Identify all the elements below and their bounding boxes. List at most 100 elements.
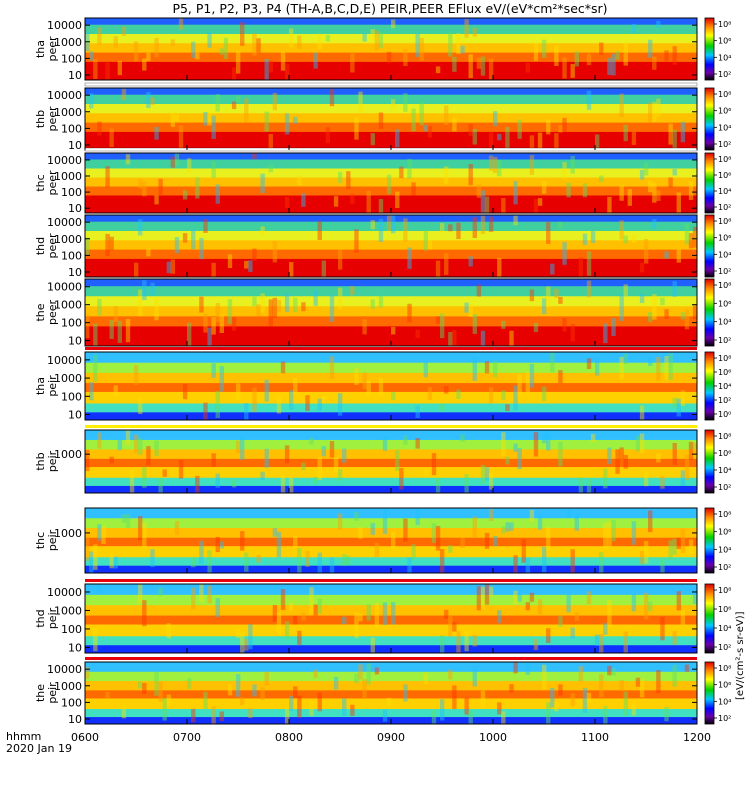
spectrogram-texture xyxy=(554,133,559,150)
spectrogram-texture xyxy=(403,93,408,112)
spectrogram-texture xyxy=(525,557,531,573)
spectrogram-texture xyxy=(187,158,192,173)
spectrogram-texture xyxy=(456,631,461,653)
spectrogram-texture xyxy=(199,584,204,602)
spectrogram-texture xyxy=(660,616,665,641)
spectrogram-texture xyxy=(403,49,408,67)
spectrogram-texture xyxy=(501,526,506,534)
spectrogram-texture xyxy=(386,51,392,64)
colorbar xyxy=(704,214,715,278)
spectrogram-texture xyxy=(195,177,200,199)
spectrogram-texture xyxy=(362,319,367,335)
status-bar xyxy=(85,425,697,428)
spectrogram-texture xyxy=(370,299,375,309)
spectrogram-texture xyxy=(558,616,563,627)
spectrogram-texture xyxy=(452,685,457,710)
spectrogram-texture xyxy=(652,56,657,70)
spectrogram-texture xyxy=(419,37,424,61)
spectrogram-texture xyxy=(513,443,518,452)
spectrogram-texture xyxy=(664,251,669,259)
spectrogram-texture xyxy=(248,708,253,719)
spectrogram-texture xyxy=(488,58,494,80)
spectrogram-texture xyxy=(513,181,518,205)
spectrogram-texture xyxy=(276,299,282,312)
spectrogram-texture xyxy=(468,123,473,137)
spectrogram-texture xyxy=(321,260,327,277)
spectrogram-texture xyxy=(529,135,535,150)
spectrogram-texture xyxy=(333,676,339,690)
spectrogram-texture xyxy=(268,134,273,150)
spectrogram-texture xyxy=(643,592,649,620)
spectrogram-texture xyxy=(586,692,592,703)
spectrogram-texture xyxy=(97,298,102,316)
spectrogram-texture xyxy=(166,623,171,639)
spectrogram-band xyxy=(85,112,697,123)
spectrogram-texture xyxy=(431,710,437,724)
spectrogram-band xyxy=(85,249,697,259)
y-tick-label: 100 xyxy=(61,52,82,65)
spectrogram-texture xyxy=(607,599,612,627)
spectrogram-texture xyxy=(639,551,645,565)
spectrogram-texture xyxy=(684,223,690,245)
spectrogram-texture xyxy=(248,624,253,650)
spectrogram-texture xyxy=(215,94,220,112)
spectrogram-texture xyxy=(501,432,506,457)
spectrogram-texture xyxy=(488,132,494,150)
spectrogram-texture xyxy=(293,615,298,625)
y-tick-label: 1000 xyxy=(54,233,82,246)
spectrogram-texture xyxy=(207,585,212,604)
spectrogram-texture xyxy=(660,476,665,489)
colorbar-tick-label: 10⁸ xyxy=(718,20,731,29)
spectrogram-band xyxy=(85,508,697,519)
spectrogram-texture xyxy=(313,476,318,484)
colorbar-tick-label: 10⁸ xyxy=(718,90,731,99)
spectrogram-texture xyxy=(195,52,200,60)
spectrogram-texture xyxy=(264,671,269,686)
spectrogram-texture xyxy=(138,681,143,689)
spectrogram-texture xyxy=(688,441,694,460)
spectrogram-texture xyxy=(289,602,294,612)
spectrogram-band xyxy=(85,325,697,347)
spectrogram-texture xyxy=(235,383,241,400)
spectrogram-texture xyxy=(439,635,445,653)
spectrogram-texture xyxy=(117,439,123,451)
spectrogram-texture xyxy=(150,549,155,568)
spectrogram-texture xyxy=(256,304,261,316)
spectrogram-texture xyxy=(174,237,180,254)
spectrogram-texture xyxy=(423,230,429,251)
spectrogram-texture xyxy=(488,473,494,490)
spectrogram-texture xyxy=(199,296,204,313)
x-tick-label: 0700 xyxy=(173,731,201,744)
spectrogram-texture xyxy=(652,182,657,203)
spectrogram-texture xyxy=(325,35,331,42)
spectrogram-texture xyxy=(403,218,408,242)
colorbar-tick-label: 10² xyxy=(718,70,731,79)
spectrogram-texture xyxy=(354,511,359,521)
spectrogram-texture xyxy=(85,449,90,472)
spectrogram-texture xyxy=(439,313,445,339)
spectrogram-texture xyxy=(586,90,592,110)
spectrogram-texture xyxy=(648,180,653,193)
spectrogram-texture xyxy=(517,448,522,470)
y-tick-label: 10000 xyxy=(47,89,82,102)
spectrogram-texture xyxy=(664,706,669,722)
spectrogram-band xyxy=(85,391,697,404)
spectrogram-band xyxy=(85,615,697,625)
spectrogram-texture xyxy=(142,467,147,488)
spectrogram-texture xyxy=(382,508,388,535)
y-tick-label: 100 xyxy=(61,696,82,709)
spectrogram-texture xyxy=(574,51,579,67)
spectrogram-texture xyxy=(268,164,273,173)
colorbar-tick-label: 10² xyxy=(718,643,731,652)
spectrogram-texture xyxy=(170,259,176,274)
spectrogram-texture xyxy=(227,684,233,696)
y-tick-label: 10000 xyxy=(47,281,82,294)
spectrogram-texture xyxy=(546,119,551,135)
colorbar-tick-label: 10⁸ xyxy=(718,432,731,441)
spectrogram-texture xyxy=(309,437,314,445)
spectrogram-texture xyxy=(97,524,102,541)
spectrogram-texture xyxy=(590,231,596,244)
spectrogram-texture xyxy=(235,440,241,454)
spectrogram-texture xyxy=(672,538,677,555)
